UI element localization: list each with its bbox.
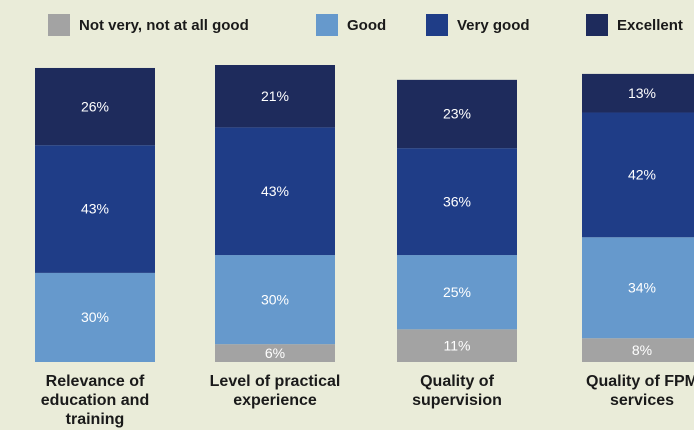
data-label: 11% (444, 337, 471, 353)
bar-segment (582, 338, 694, 362)
legend-label: Not very, not at all good (79, 17, 249, 34)
data-label: 36% (443, 193, 471, 209)
legend-swatch (426, 14, 448, 36)
legend-swatch (48, 14, 70, 36)
category-label: Relevance of education and training (40, 373, 150, 428)
data-label: 23% (443, 106, 471, 122)
legend-swatch (586, 14, 608, 36)
data-label: 30% (261, 291, 289, 307)
legend-label: Good (347, 17, 386, 34)
bar-segment (215, 344, 335, 362)
bar-segment (35, 67, 155, 146)
data-label: 25% (443, 284, 471, 300)
data-label: 6% (265, 345, 285, 361)
bar-segment (582, 73, 694, 113)
legend-label: Excellent (617, 17, 683, 34)
bar-segment (35, 272, 155, 362)
data-label: 43% (81, 201, 109, 217)
data-label: 8% (632, 342, 652, 358)
bar-segment (215, 255, 335, 345)
category-label: Quality of supervision (412, 373, 502, 409)
legend-label: Very good (457, 17, 530, 34)
bar-segment (397, 329, 517, 362)
data-label: 42% (628, 167, 656, 183)
category-label: Level of practical experience (209, 373, 341, 409)
bar-segment (397, 79, 517, 149)
bar-segment (397, 148, 517, 256)
data-label: 21% (261, 88, 289, 104)
data-label: 34% (628, 279, 656, 295)
data-label: 26% (81, 98, 109, 114)
bar-segment (582, 237, 694, 339)
bar-segment (582, 112, 694, 238)
data-label: 13% (628, 85, 656, 101)
data-label: 43% (261, 183, 289, 199)
bar-segment (397, 255, 517, 330)
bar-segment (215, 65, 335, 128)
data-label: 30% (81, 309, 109, 325)
category-label: Quality of FPM services (586, 373, 694, 409)
legend-swatch (316, 14, 338, 36)
bar-segment (35, 145, 155, 273)
bar-segment (215, 127, 335, 256)
